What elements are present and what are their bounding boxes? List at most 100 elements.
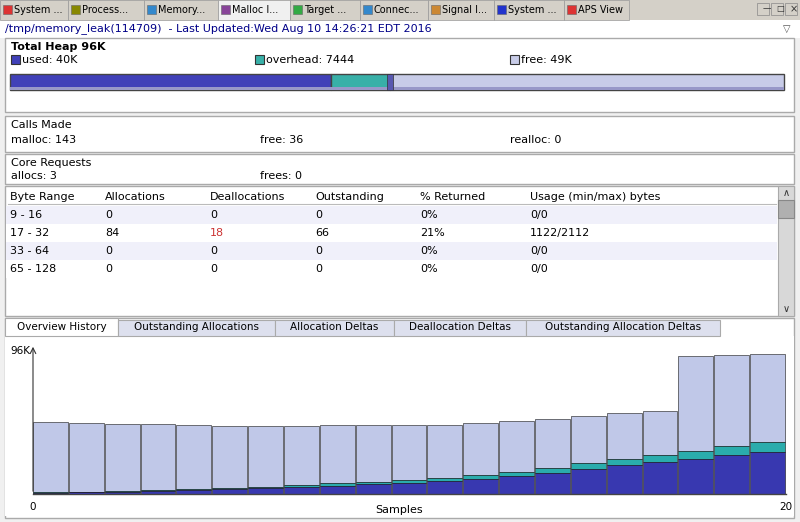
Bar [284,485,319,487]
Text: □: □ [776,5,784,14]
Bar [778,186,794,316]
Bar [678,459,714,494]
Bar [463,479,498,494]
Bar [212,488,247,490]
Text: malloc: 143: malloc: 143 [11,135,76,145]
Text: Allocations: Allocations [105,192,166,202]
Bar [571,469,606,494]
Bar [141,490,175,491]
Text: Memory...: Memory... [158,5,206,15]
Bar [5,318,794,518]
Text: ∧: ∧ [782,188,790,198]
Text: allocs: 3: allocs: 3 [11,171,57,181]
Bar [427,424,462,478]
Text: System ...: System ... [14,5,62,15]
Bar [6,206,777,224]
Bar [293,5,302,14]
Bar [5,154,794,184]
Text: free: 36: free: 36 [260,135,303,145]
Text: 21%: 21% [420,228,445,238]
Text: 0/0: 0/0 [530,264,548,274]
Text: free: 49K: free: 49K [521,55,572,65]
Bar [0,0,800,20]
Bar [248,425,283,487]
Bar [5,38,794,112]
Bar [255,55,264,64]
Text: Usage (min/max) bytes: Usage (min/max) bytes [530,192,660,202]
Bar [33,493,68,494]
Bar [6,242,777,260]
Bar [750,354,785,442]
Bar [320,425,354,483]
Bar [3,5,12,14]
Bar [69,423,104,492]
Text: 0: 0 [30,502,36,512]
Text: 18: 18 [210,228,224,238]
Bar [6,260,777,278]
Bar [571,416,606,463]
Text: 66: 66 [315,228,329,238]
Bar [606,465,642,494]
Text: 0/0: 0/0 [530,210,548,220]
Bar [360,0,428,20]
Text: 9 - 16: 9 - 16 [10,210,42,220]
Bar [494,0,564,20]
Text: —: — [763,5,771,14]
Text: frees: 0: frees: 0 [260,171,302,181]
Bar [284,426,319,485]
Bar [105,492,139,494]
Bar [567,5,576,14]
Bar [144,0,218,20]
Bar [11,55,20,64]
Bar [221,5,230,14]
Text: 0%: 0% [420,246,438,256]
Text: 0: 0 [210,246,217,256]
Bar [535,468,570,472]
Bar [177,489,211,490]
Text: Samples: Samples [376,505,423,515]
Text: 0: 0 [315,264,322,274]
Bar [571,463,606,469]
Text: realloc: 0: realloc: 0 [510,135,562,145]
Text: 0%: 0% [420,210,438,220]
Text: Outstanding: Outstanding [315,192,384,202]
Bar [118,320,275,336]
Bar [141,491,175,494]
Bar [356,482,390,484]
Bar [284,487,319,494]
Text: Target ...: Target ... [304,5,346,15]
Bar [428,0,494,20]
Text: 0: 0 [105,210,112,220]
Text: 20: 20 [779,502,793,512]
Bar [105,424,139,491]
Text: 33 - 64: 33 - 64 [10,246,49,256]
Text: 0: 0 [210,210,217,220]
Text: Malloc I...: Malloc I... [232,5,278,15]
Bar [463,475,498,479]
Text: 0%: 0% [420,264,438,274]
Bar [141,424,175,490]
Bar [606,413,642,459]
Bar [177,425,211,489]
Bar [678,451,714,459]
Bar [642,410,678,455]
Bar [290,0,360,20]
Text: 0: 0 [105,246,112,256]
Text: % Returned: % Returned [420,192,486,202]
Bar [642,462,678,494]
Bar [331,74,390,90]
Bar [499,471,534,476]
Bar [390,74,784,90]
Text: 1122/2112: 1122/2112 [530,228,590,238]
Bar [248,488,283,494]
Text: Total Heap 96K: Total Heap 96K [11,42,106,52]
Bar [275,320,394,336]
Bar [750,452,785,494]
Bar [356,484,390,494]
Text: overhead: 7444: overhead: 7444 [266,55,354,65]
Bar [642,455,678,462]
Bar [147,5,156,14]
Text: Overview History: Overview History [17,322,106,332]
Text: /tmp/memory_leak(114709)  - Last Updated:Wed Aug 10 14:26:21 EDT 2016: /tmp/memory_leak(114709) - Last Updated:… [5,23,432,34]
Bar [71,5,80,14]
